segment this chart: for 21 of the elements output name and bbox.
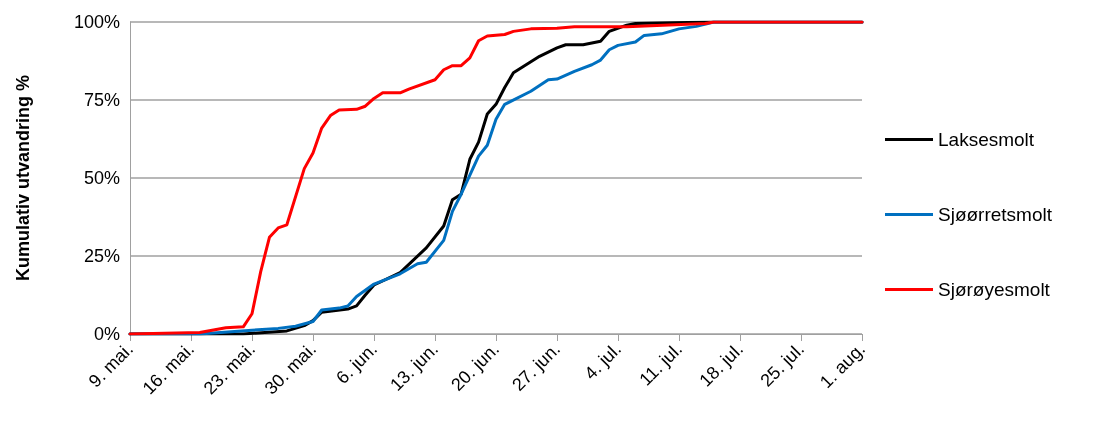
x-tick-label: 11. jul. bbox=[635, 338, 687, 390]
y-tick-label: 50% bbox=[83, 168, 120, 188]
x-tick-label: 1. aug. bbox=[816, 338, 870, 392]
x-tick-label: 27. jun. bbox=[508, 338, 565, 395]
y-tick-label: 100% bbox=[73, 12, 120, 32]
y-axis-title: Kumulativ utvandring % bbox=[13, 74, 33, 282]
x-tick-label: 18. jul. bbox=[695, 338, 748, 391]
x-tick-label: 4. jul. bbox=[580, 338, 626, 384]
legend-label: Sjørøyesmolt bbox=[938, 279, 1051, 300]
x-tick-label: 6. jun. bbox=[332, 338, 382, 388]
y-tick-label: 75% bbox=[83, 90, 120, 110]
legend-label: Laksesmolt bbox=[938, 129, 1035, 150]
x-tick-label: 23. mai. bbox=[199, 338, 260, 399]
x-tick-label: 25. jul. bbox=[756, 338, 809, 391]
x-tick-label: 16. mai. bbox=[138, 338, 199, 399]
x-tick-label: 20. jun. bbox=[447, 338, 504, 395]
x-tick-label: 13. jun. bbox=[386, 338, 443, 395]
x-tick-label: 30. mai. bbox=[260, 338, 321, 399]
legend-label: Sjøørretsmolt bbox=[938, 204, 1053, 225]
y-tick-label: 25% bbox=[83, 246, 120, 266]
y-tick-label: 0% bbox=[93, 324, 120, 344]
